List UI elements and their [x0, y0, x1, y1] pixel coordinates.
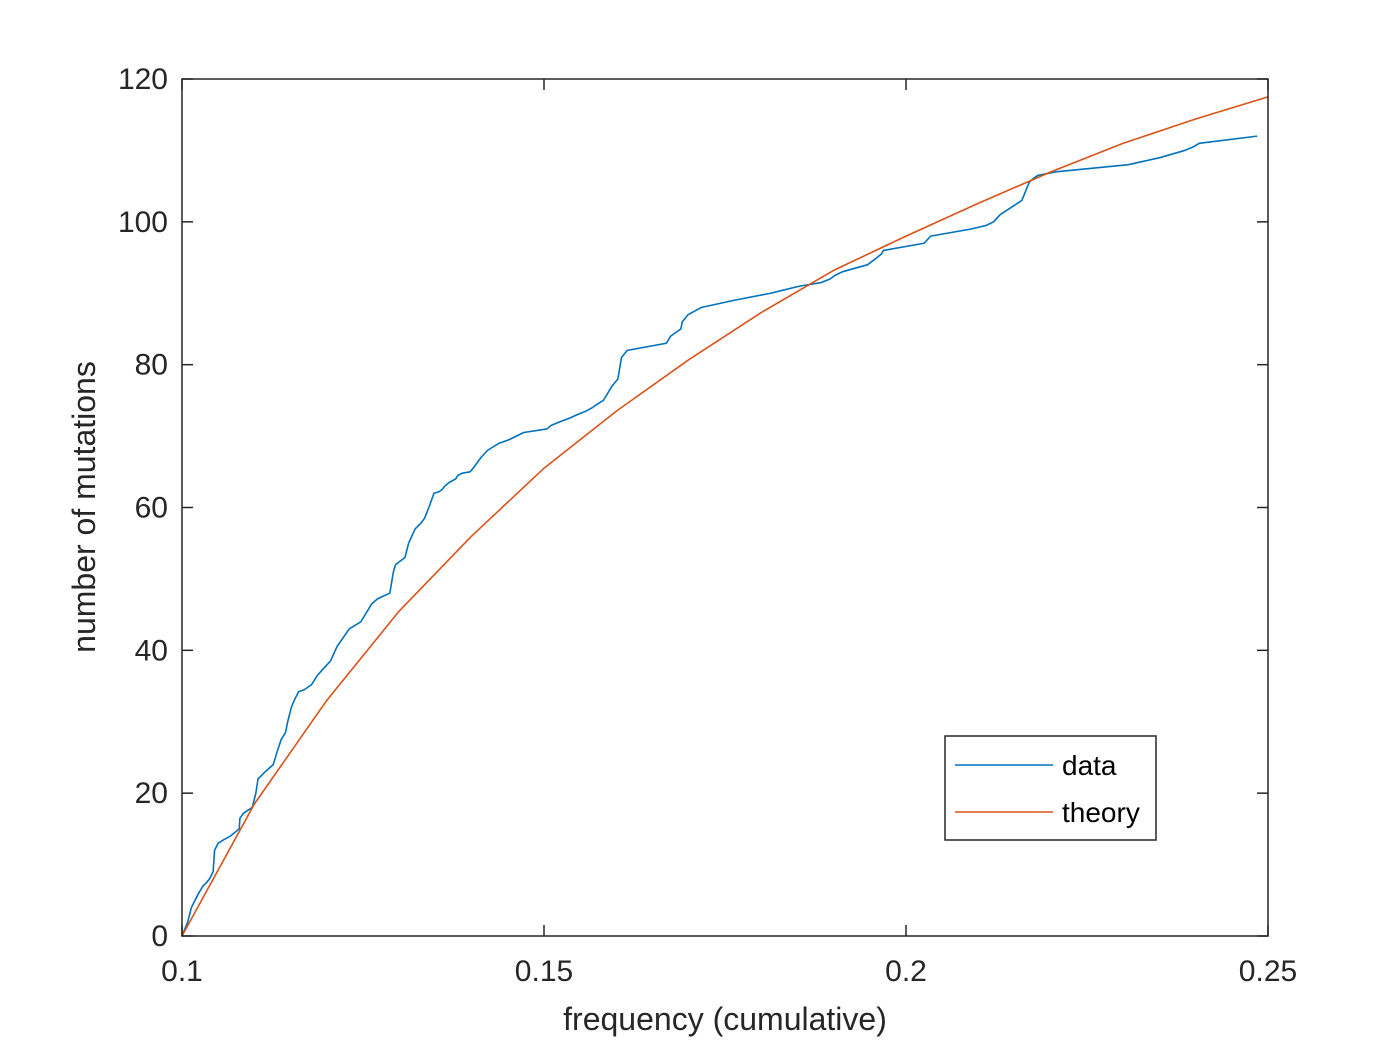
series-line-data	[181, 135, 1258, 937]
y-tick-label: 40	[135, 634, 168, 667]
y-tick-label: 120	[118, 63, 168, 96]
y-tick-label: 80	[135, 349, 168, 382]
legend: data theory	[944, 735, 1157, 841]
series-layer	[181, 96, 1269, 937]
legend-label-data: data	[1062, 750, 1117, 781]
y-tick-label: 100	[118, 206, 168, 239]
y-tick-label: 0	[151, 920, 168, 953]
x-axis-label: frequency (cumulative)	[563, 1001, 887, 1037]
legend-label-theory: theory	[1062, 797, 1140, 828]
x-tick-label: 0.15	[515, 955, 573, 988]
ticks-layer: 0.1 0.15 0.2 0.25 0 20 40 60 80 100 120	[118, 63, 1297, 988]
x-tick-label: 0.2	[885, 955, 927, 988]
x-tick-label: 0.25	[1239, 955, 1297, 988]
y-axis-label: number of mutations	[66, 361, 102, 653]
x-tick-label: 0.1	[161, 955, 203, 988]
y-tick-label: 60	[135, 492, 168, 525]
series-line-theory	[181, 96, 1269, 937]
y-tick-label: 20	[135, 777, 168, 810]
legend-box	[944, 735, 1157, 841]
